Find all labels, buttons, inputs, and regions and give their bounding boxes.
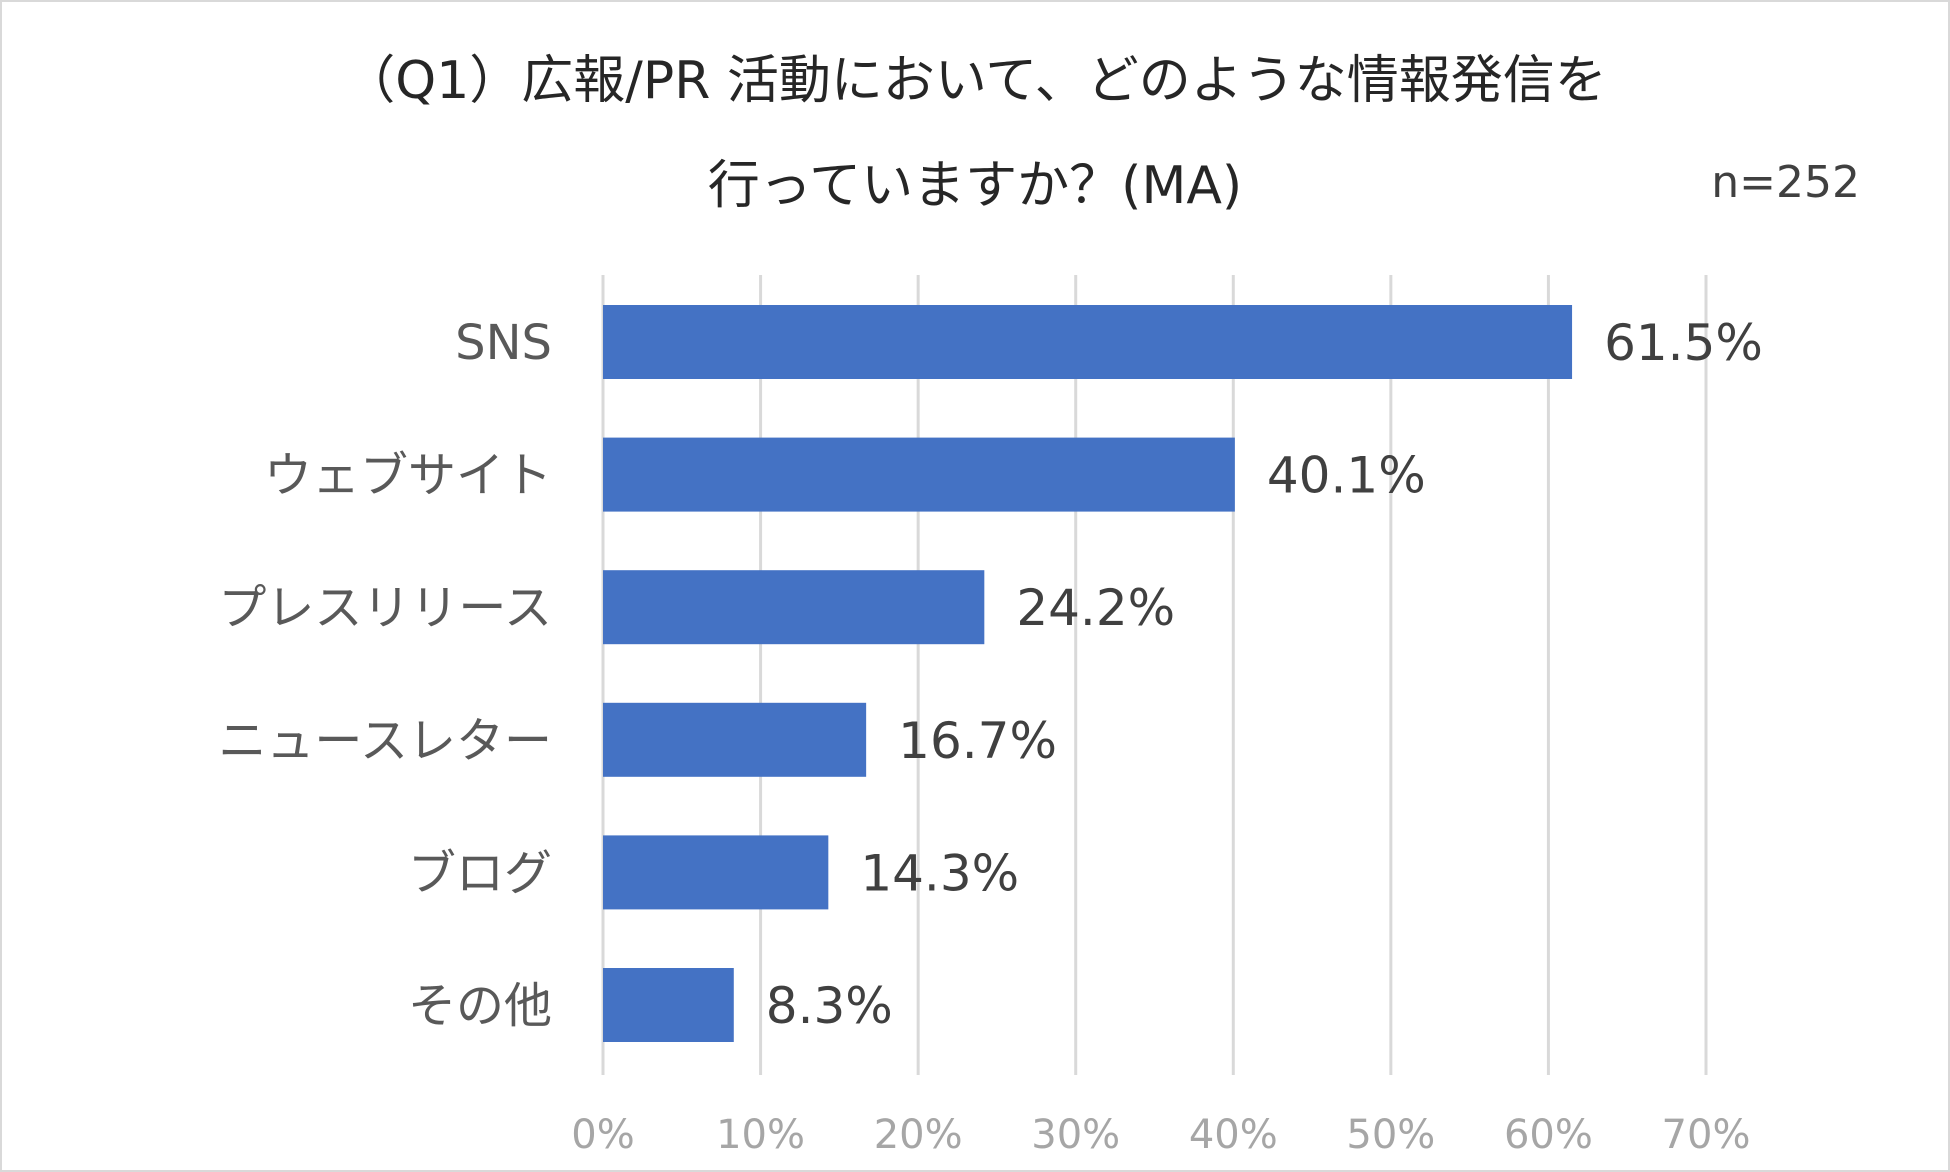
- gridlines: [601, 275, 1708, 1075]
- bar: [603, 968, 734, 1042]
- x-tick-label: 40%: [1189, 1112, 1278, 1158]
- x-tick-label: 0%: [571, 1112, 634, 1158]
- bar: [603, 702, 867, 777]
- sample-size-note: n=252: [1711, 157, 1860, 208]
- bars: [603, 305, 1573, 1042]
- data-label: 61.5%: [1604, 314, 1763, 372]
- x-axis-ticks: 0% 10% 20% 30% 40% 50% 60% 70%: [571, 1112, 1750, 1158]
- x-tick-label: 10%: [716, 1112, 805, 1158]
- category-label: ウェブサイト: [264, 448, 552, 504]
- category-label: ニュースレター: [218, 713, 552, 769]
- category-label: プレスリリース: [218, 580, 552, 636]
- category-label: その他: [408, 978, 552, 1034]
- data-label: 8.3%: [766, 977, 893, 1035]
- data-label: 16.7%: [898, 712, 1057, 770]
- bar: [603, 305, 1573, 379]
- x-tick-label: 60%: [1504, 1112, 1593, 1158]
- data-label: 40.1%: [1267, 447, 1426, 505]
- x-tick-label: 50%: [1346, 1112, 1435, 1158]
- data-label: 24.2%: [1016, 579, 1175, 637]
- x-tick-label: 20%: [874, 1112, 963, 1158]
- category-label: ブログ: [408, 845, 552, 901]
- bar: [603, 835, 829, 910]
- data-label: 14.3%: [860, 844, 1019, 902]
- chart-title-line-2: 行っていますか？(MA): [707, 156, 1243, 216]
- x-tick-label: 70%: [1662, 1112, 1751, 1158]
- bar: [603, 437, 1235, 512]
- chart-title-line-1: （Q1）広報/PR 活動において、どのような情報発信を: [343, 51, 1607, 111]
- data-labels: 61.5% 40.1% 24.2% 16.7% 14.3% 8.3%: [766, 314, 1763, 1035]
- x-tick-label: 30%: [1031, 1112, 1120, 1158]
- bar: [603, 570, 985, 645]
- category-label: SNS: [455, 315, 552, 371]
